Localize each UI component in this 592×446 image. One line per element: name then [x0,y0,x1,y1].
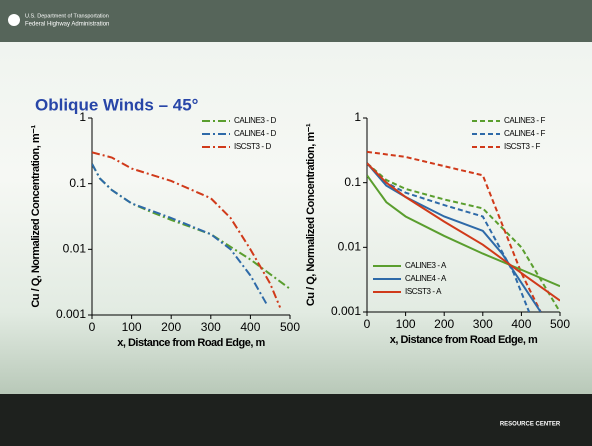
x-tick-label: 100 [396,317,416,331]
dot-logo [8,14,20,26]
legend-label: CALINE3 - A [405,261,447,270]
series-line [367,150,542,312]
x-axis-label: x, Distance from Road Edge, m [117,337,265,349]
y-tick-label: 1 [79,110,86,124]
x-tick-label: 0 [364,317,371,331]
x-tick-label: 500 [280,320,300,334]
legend-label: CALINE4 - D [234,129,276,138]
x-tick-label: 300 [201,320,221,334]
legend-label: CALINE4 - A [405,274,447,283]
series-line [92,151,282,308]
legend-label: CALINE4 - F [504,129,545,138]
series-line [367,162,560,312]
header-line1: U.S. Department of Transportation [25,13,109,19]
y-tick-label: 1 [354,110,361,124]
series-line [367,162,542,312]
series-line [92,163,290,290]
x-tick-label: 300 [473,317,493,331]
x-tick-label: 100 [122,320,142,334]
x-tick-label: 200 [434,317,454,331]
slide-title: Oblique Winds – 45° [35,95,199,114]
legend-label: CALINE3 - F [504,116,545,125]
x-tick-label: 400 [240,320,260,334]
legend-label: ISCST3 - F [504,142,541,151]
y-tick-label: 0.001 [331,304,361,318]
y-tick-label: 0.1 [69,176,86,190]
legend-label: CALINE3 - D [234,116,276,125]
y-axis-label: Cu / Q, Normalized Concentration, m⁻¹ [30,125,42,308]
series-line [367,174,560,288]
x-tick-label: 400 [511,317,531,331]
x-axis-label: x, Distance from Road Edge, m [390,334,538,346]
footer-logo: RESOURCE CENTER [500,422,561,428]
series-line [92,163,268,304]
y-tick-label: 0.001 [56,307,86,321]
series-line [367,162,560,302]
header-line2: Federal Highway Administration [25,22,109,28]
footer-bar [0,394,592,446]
y-axis-label: Cu / Q, Normalized Concentration, m⁻¹ [305,123,317,306]
y-tick-label: 0.01 [338,240,362,254]
legend-label: ISCST3 - D [234,142,272,151]
x-tick-label: 200 [161,320,181,334]
header-bar [0,0,592,42]
x-tick-label: 0 [89,320,96,334]
x-tick-label: 500 [550,317,570,331]
y-tick-label: 0.01 [63,242,87,256]
legend-label: ISCST3 - A [405,287,442,296]
y-tick-label: 0.1 [344,175,361,189]
